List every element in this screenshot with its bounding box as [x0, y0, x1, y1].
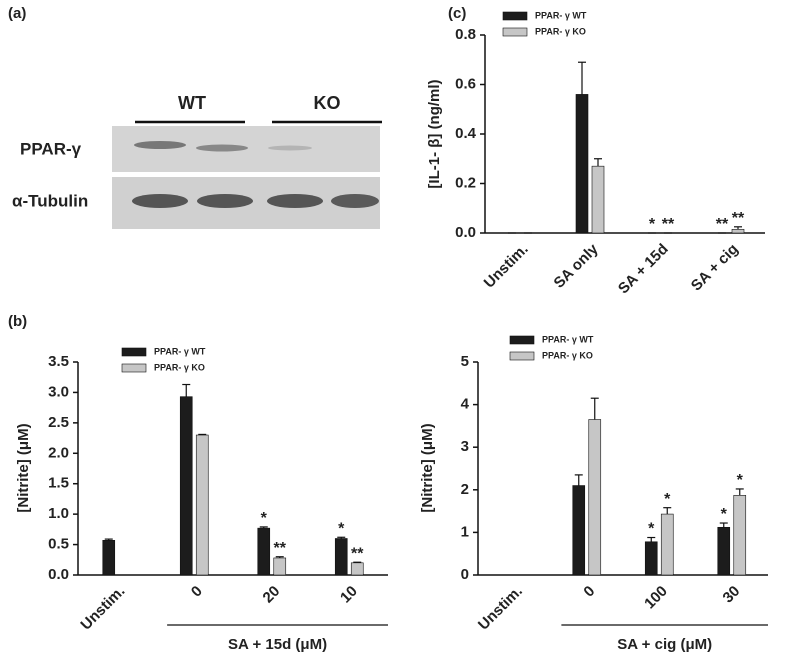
x-tick-label: 100: [641, 583, 671, 613]
group-label: SA + 15d (μM): [228, 636, 327, 653]
bar: [273, 557, 287, 576]
panel-label: (a): [8, 5, 26, 22]
bar: [350, 562, 364, 576]
y-tick-label: 4: [461, 396, 470, 413]
panel-label: (b): [8, 313, 27, 330]
y-tick-label: 1.0: [48, 505, 69, 522]
y-tick-label: 5: [461, 353, 469, 370]
bar: [572, 485, 586, 576]
y-tick-label: 2.0: [48, 444, 69, 461]
y-axis-label: [IL-1- β] (ng/ml): [426, 79, 443, 188]
band: [134, 141, 186, 149]
significance-mark: *: [261, 510, 268, 527]
bar: [257, 527, 271, 576]
y-tick-label: 1.5: [48, 475, 69, 492]
y-axis-label: [Nitrite] (μM): [419, 423, 436, 512]
x-tick-label: Unstim.: [475, 583, 526, 634]
y-tick-label: 3.0: [48, 383, 69, 400]
row-label: PPAR-γ: [20, 139, 82, 158]
x-tick-label: 30: [720, 583, 744, 607]
y-tick-label: 3.5: [48, 353, 69, 370]
x-tick-label: 20: [260, 583, 284, 607]
panel-label: (c): [448, 5, 466, 22]
significance-mark: *: [648, 521, 655, 538]
y-tick-label: 0.5: [48, 536, 69, 553]
band: [196, 144, 248, 152]
band: [267, 194, 323, 208]
bar: [102, 540, 116, 576]
band: [331, 194, 379, 208]
legend-label: PPAR- γ KO: [154, 362, 205, 372]
significance-mark: **: [351, 545, 364, 562]
y-tick-label: 0.6: [455, 75, 476, 92]
x-tick-label: SA + 15d: [615, 241, 672, 298]
x-tick-label: Unstim.: [77, 583, 128, 634]
row-label: α-Tubulin: [12, 191, 88, 210]
y-tick-label: 0.4: [455, 125, 477, 142]
legend-swatch: [121, 347, 147, 357]
x-tick-label: 10: [337, 583, 361, 607]
bar: [717, 526, 731, 576]
x-tick-label: Unstim.: [481, 241, 532, 292]
x-tick-label: 0: [188, 583, 206, 601]
y-tick-label: 3: [461, 438, 469, 455]
legend-label: PPAR- γ WT: [154, 346, 206, 356]
band: [132, 194, 188, 208]
legend-swatch: [502, 11, 528, 21]
x-tick-label: SA + cig: [688, 241, 742, 295]
legend-label: PPAR- γ KO: [542, 350, 593, 360]
significance-mark: **: [274, 540, 287, 557]
legend-label: PPAR- γ KO: [535, 26, 586, 36]
x-tick-label: SA only: [551, 240, 603, 292]
y-tick-label: 2.5: [48, 414, 69, 431]
legend-swatch: [509, 335, 535, 345]
significance-mark: *: [649, 216, 656, 233]
y-tick-label: 0: [461, 566, 469, 583]
y-tick-label: 0.0: [48, 566, 69, 583]
lane-label: WT: [178, 93, 206, 113]
legend-label: PPAR- γ WT: [542, 334, 594, 344]
band: [268, 145, 312, 151]
y-axis-label: [Nitrite] (μM): [15, 423, 32, 512]
lane-label: KO: [314, 93, 341, 113]
group-label: SA + cig (μM): [617, 636, 712, 653]
significance-mark: **: [732, 210, 745, 227]
bar: [731, 228, 745, 234]
bar: [195, 434, 209, 576]
bar: [644, 541, 658, 576]
bar: [660, 513, 674, 576]
significance-mark: *: [664, 491, 671, 508]
significance-mark: **: [662, 216, 675, 233]
bar: [733, 495, 747, 576]
legend-swatch: [121, 363, 147, 373]
y-tick-label: 1: [461, 523, 469, 540]
y-tick-label: 0.8: [455, 26, 476, 43]
y-tick-label: 0.2: [455, 174, 476, 191]
bar: [334, 538, 348, 576]
significance-mark: *: [721, 506, 728, 523]
significance-mark: *: [338, 520, 345, 537]
bar: [588, 419, 602, 576]
legend-swatch: [502, 27, 528, 37]
bar: [591, 165, 605, 234]
legend-swatch: [509, 351, 535, 361]
x-tick-label: 0: [580, 583, 598, 601]
bar: [575, 94, 589, 234]
legend-label: PPAR- γ WT: [535, 10, 587, 20]
bar: [179, 396, 193, 576]
y-tick-label: 0.0: [455, 224, 476, 241]
blot-panel: (a) WT KO PPAR-γ α-Tubulin: [8, 5, 382, 229]
significance-mark: *: [737, 472, 744, 489]
significance-mark: **: [716, 216, 729, 233]
y-tick-label: 2: [461, 481, 469, 498]
band: [197, 194, 253, 208]
